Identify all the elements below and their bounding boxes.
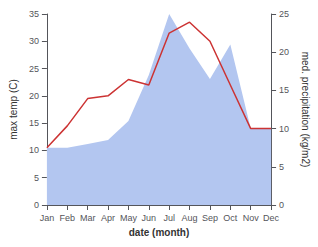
svg-text:date (month): date (month) bbox=[129, 227, 190, 238]
svg-text:0: 0 bbox=[279, 200, 284, 210]
svg-text:Nov: Nov bbox=[243, 213, 260, 223]
svg-text:30: 30 bbox=[29, 36, 39, 46]
svg-text:May: May bbox=[120, 213, 138, 223]
svg-text:Oct: Oct bbox=[223, 213, 238, 223]
svg-text:Feb: Feb bbox=[60, 213, 76, 223]
svg-text:15: 15 bbox=[279, 85, 289, 95]
svg-text:max temp (C): max temp (C) bbox=[8, 79, 19, 140]
svg-text:20: 20 bbox=[29, 91, 39, 101]
svg-text:10: 10 bbox=[29, 145, 39, 155]
svg-text:15: 15 bbox=[29, 118, 39, 128]
svg-text:5: 5 bbox=[34, 173, 39, 183]
svg-text:Jan: Jan bbox=[40, 213, 55, 223]
svg-text:25: 25 bbox=[279, 9, 289, 19]
svg-text:Mar: Mar bbox=[80, 213, 96, 223]
svg-text:35: 35 bbox=[29, 9, 39, 19]
svg-text:Apr: Apr bbox=[101, 213, 115, 223]
svg-text:med. precipitation (kg/m2): med. precipitation (kg/m2) bbox=[300, 52, 311, 168]
svg-text:0: 0 bbox=[34, 200, 39, 210]
svg-text:5: 5 bbox=[279, 162, 284, 172]
svg-text:Dec: Dec bbox=[263, 213, 280, 223]
svg-text:Jul: Jul bbox=[163, 213, 175, 223]
svg-text:20: 20 bbox=[279, 47, 289, 57]
svg-text:Aug: Aug bbox=[182, 213, 198, 223]
svg-text:Sep: Sep bbox=[202, 213, 218, 223]
svg-text:25: 25 bbox=[29, 64, 39, 74]
svg-text:10: 10 bbox=[279, 124, 289, 134]
svg-text:Jun: Jun bbox=[142, 213, 157, 223]
